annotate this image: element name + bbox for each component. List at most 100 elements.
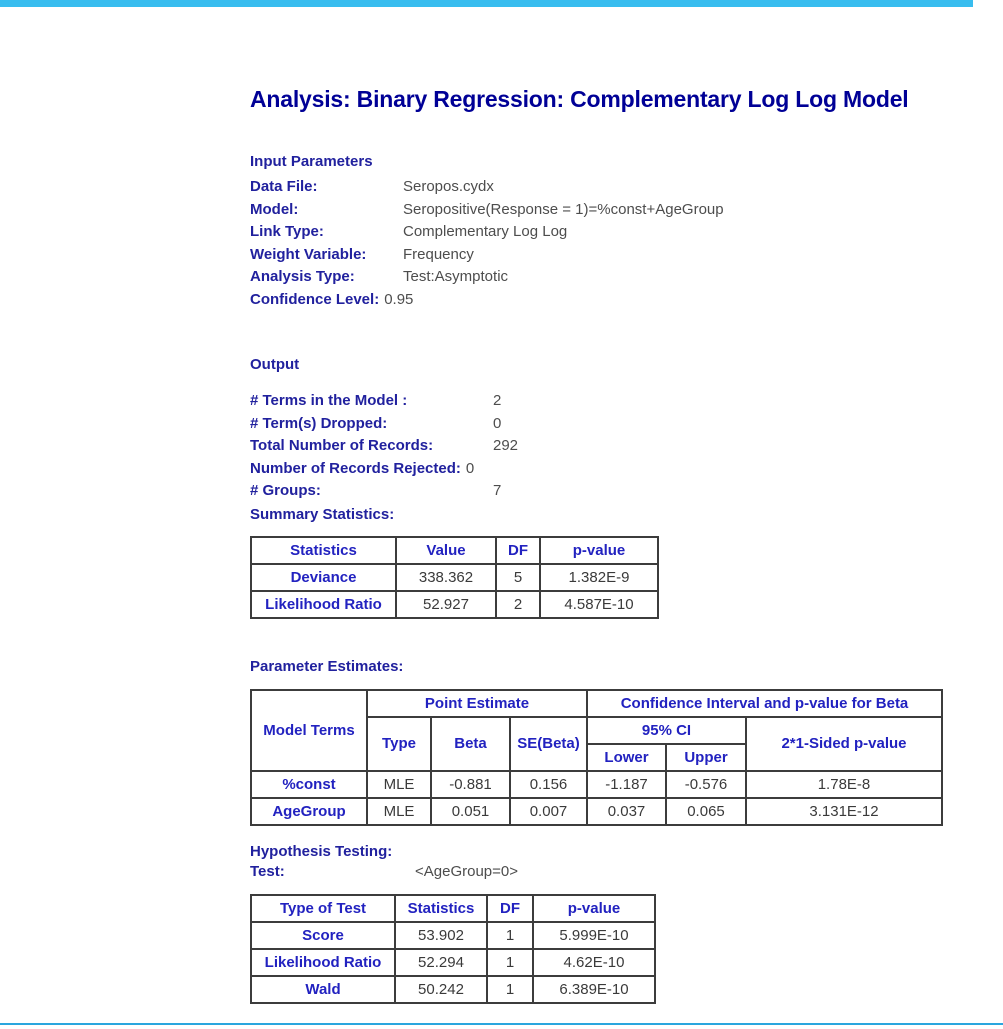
cell-p-value: 4.62E-10 [532,948,656,977]
cell-ci-upper: -0.576 [665,769,747,799]
param-value: Frequency [403,245,474,263]
cell-p-value: 3.131E-12 [745,796,943,826]
column-header-model-terms: Model Terms [250,688,368,772]
row-label: Deviance [250,562,397,592]
cell-p-value: 4.587E-10 [539,589,659,619]
column-header-statistics: Statistics [250,535,397,565]
table-header-row: Model Terms Point Estimate Confidence In… [250,688,943,772]
param-row-data-file: Data File: Seropos.cydx [250,176,995,199]
stat-value: 0 [493,414,502,432]
table-row-score: Score 53.902 1 5.999E-10 [250,921,656,950]
top-accent-bar [0,0,973,7]
column-header-value: Value [395,535,497,565]
output-section: Output # Terms in the Model : 2 # Term(s… [250,355,995,619]
group-header-point-estimate: Point Estimate [366,688,588,718]
stat-row-total-records: Total Number of Records: 292 [250,435,995,458]
cell-p-value: 6.389E-10 [532,975,656,1004]
column-header-upper: Upper [665,742,747,772]
cell-beta: 0.051 [430,796,511,826]
table-row-likelihood-ratio: Likelihood Ratio 52.294 1 4.62E-10 [250,948,656,977]
column-header-beta: Beta [430,715,511,772]
stat-label: # Groups: [250,482,321,499]
param-label: Link Type: [250,223,324,240]
cell-ci-upper: 0.065 [665,796,747,826]
param-label: Model: [250,200,299,218]
column-header-df: DF [495,535,541,565]
test-label: Test: [250,862,285,880]
cell-se-beta: 0.156 [509,769,588,799]
cell-p-value: 1.382E-9 [539,562,659,592]
summary-statistics-table: Statistics Value DF p-value Deviance 338… [250,535,659,619]
cell-df: 5 [495,562,541,592]
column-header-statistics: Statistics [394,894,488,923]
param-label: Confidence Level: [250,290,380,308]
hypothesis-testing-heading: Hypothesis Testing: [250,842,393,860]
cell-ci-lower: -1.187 [586,769,667,799]
param-row-link-type: Link Type: Complementary Log Log [250,221,995,244]
row-label: Wald [250,975,396,1004]
stat-label: Total Number of Records: [250,437,434,454]
row-label: Score [250,921,396,950]
cell-se-beta: 0.007 [509,796,588,826]
table-header-row: Lower Upper [251,742,942,772]
cell-type: MLE [366,796,432,826]
column-header-type: Type [366,715,432,772]
table-header-row: Statistics Value DF p-value [250,535,659,565]
cell-ci-lower: 0.037 [586,796,667,826]
input-parameters-heading: Input Parameters [250,153,373,170]
hypothesis-testing-table: Type of Test Statistics DF p-value Score… [250,894,656,1004]
param-row-model: Model: Seropositive(Response = 1)=%const… [250,199,995,222]
table-header-row: Type Beta SE(Beta) 95% CI 2*1-Sided p-va… [251,715,943,772]
test-value: <AgeGroup=0> [415,862,519,880]
cell-beta: -0.881 [430,769,511,799]
param-value: Test:Asymptotic [403,268,509,285]
stat-value: 7 [493,482,502,499]
stat-row-terms-dropped: # Term(s) Dropped: 0 [250,413,995,436]
cell-statistic: 50.242 [394,975,488,1004]
row-label: Likelihood Ratio [250,589,397,619]
stat-value: 292 [493,437,519,454]
cell-df: 1 [486,921,534,950]
stat-row-groups: # Groups: 7 [250,480,995,503]
group-header-95-ci: 95% CI [586,715,747,745]
column-header-se-beta: SE(Beta) [509,715,588,772]
cell-statistic: 53.902 [394,921,488,950]
page-title: Analysis: Binary Regression: Complementa… [250,86,909,112]
cell-p-value: 5.999E-10 [532,921,656,950]
param-row-confidence-level: Confidence Level: 0.95 [250,289,995,312]
table-row-likelihood-ratio: Likelihood Ratio 52.927 2 4.587E-10 [250,589,659,619]
cell-type: MLE [366,769,432,799]
row-label: %const [250,769,368,799]
stat-label: Number of Records Rejected: [250,459,461,477]
cell-statistic: 52.294 [394,948,488,977]
row-label: Likelihood Ratio [250,948,396,977]
summary-statistics-heading: Summary Statistics: [250,505,395,523]
table-row-agegroup: AgeGroup MLE 0.051 0.007 0.037 0.065 3.1… [250,796,943,826]
test-row: Test: <AgeGroup=0> [250,861,995,884]
param-value: Complementary Log Log [403,223,568,240]
cell-df: 2 [495,589,541,619]
row-label: AgeGroup [250,796,368,826]
table-header-row: Type of Test Statistics DF p-value [250,894,656,923]
parameter-estimates-section: Parameter Estimates: Model Terms Point E… [250,657,995,826]
param-label: Data File: [250,178,318,195]
stat-value: 0 [465,459,475,477]
group-header-ci-pvalue: Confidence Interval and p-value for Beta [586,688,943,718]
parameter-estimates-heading: Parameter Estimates: [250,657,404,675]
stat-label: # Term(s) Dropped: [250,414,388,432]
cell-p-value: 1.78E-8 [745,769,943,799]
column-header-2-1-sided-p-value: 2*1-Sided p-value [745,715,943,772]
output-heading: Output [250,356,300,373]
param-value: Seropos.cydx [403,178,494,195]
param-value: Seropositive(Response = 1)=%const+AgeGro… [403,200,724,218]
bottom-accent-bar [0,1023,1003,1025]
param-row-weight-variable: Weight Variable: Frequency [250,244,995,267]
column-header-type-of-test: Type of Test [250,894,396,923]
table-row-wald: Wald 50.242 1 6.389E-10 [250,975,656,1004]
table-row-const: %const MLE -0.881 0.156 -1.187 -0.576 1.… [250,769,943,799]
column-header-p-value: p-value [539,535,659,565]
param-value: 0.95 [384,290,414,308]
stat-row-terms-in-model: # Terms in the Model : 2 [250,390,995,413]
parameter-estimates-table: Model Terms Point Estimate Confidence In… [250,688,943,826]
stat-label: # Terms in the Model : [250,392,408,409]
